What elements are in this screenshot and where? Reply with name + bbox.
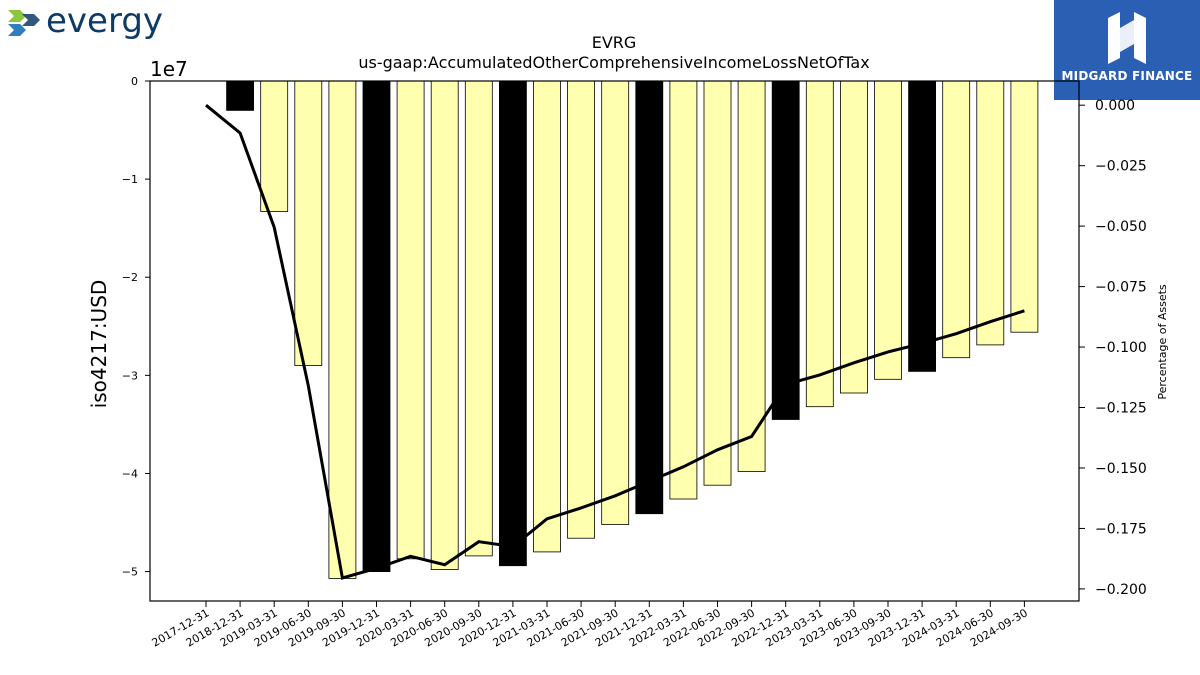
left-tick-label: −1 bbox=[122, 173, 138, 186]
left-tick-label: −4 bbox=[122, 467, 138, 480]
bar-2024-09-30 bbox=[1010, 80, 1039, 333]
bar-2021-06-30 bbox=[567, 80, 595, 539]
evergy-chevron-green-icon bbox=[8, 10, 26, 22]
bar-2022-09-30 bbox=[737, 80, 766, 472]
evergy-chevron-blue-icon bbox=[8, 24, 26, 36]
bar-2020-06-30 bbox=[430, 80, 459, 571]
bar-2024-03-31 bbox=[942, 80, 971, 359]
right-tick-label: −0.050 bbox=[1095, 219, 1147, 235]
y-scale-label: 1e7 bbox=[150, 57, 188, 81]
evergy-chevron-dark-icon bbox=[22, 14, 40, 26]
right-tick-label: −0.100 bbox=[1095, 340, 1147, 356]
percentage-of-assets-line bbox=[205, 104, 1025, 580]
left-tick-label: 0 bbox=[131, 75, 138, 88]
bar-series bbox=[226, 80, 1039, 579]
bar-2021-09-30 bbox=[601, 80, 630, 525]
bar-2019-12-31 bbox=[362, 80, 391, 573]
right-tick-label: −0.075 bbox=[1095, 280, 1147, 296]
right-tick-label: 0.000 bbox=[1095, 98, 1135, 114]
evergy-wordmark: evergy bbox=[46, 2, 163, 41]
right-tick-label: −0.025 bbox=[1095, 159, 1147, 175]
bar-2023-12-31 bbox=[908, 80, 936, 372]
bar-2021-03-31 bbox=[533, 80, 561, 553]
right-tick-label: −0.150 bbox=[1095, 461, 1147, 477]
bar-2018-12-31 bbox=[226, 80, 255, 111]
bar-2024-06-30 bbox=[976, 80, 1005, 346]
left-axis: 0 −1 −2 −3 −4 −5 bbox=[122, 75, 150, 579]
bar-2021-12-31 bbox=[635, 80, 664, 515]
right-tick-label: −0.200 bbox=[1095, 582, 1147, 598]
bar-2020-12-31 bbox=[498, 80, 527, 567]
bar-2022-12-31 bbox=[771, 80, 800, 420]
bar-2023-09-30 bbox=[874, 80, 902, 380]
bar-2020-03-31 bbox=[396, 80, 425, 560]
x-axis: 2017-12-312018-12-312019-03-312019-06-30… bbox=[150, 601, 1030, 650]
midgard-finance-logo: MIDGARD FINANCE bbox=[1054, 0, 1200, 100]
bar-2019-06-30 bbox=[294, 80, 323, 366]
right-tick-label: −0.125 bbox=[1095, 401, 1147, 417]
bar-2019-03-31 bbox=[260, 80, 289, 212]
chart-title: EVRG bbox=[592, 33, 637, 52]
right-axis: 0.000 −0.025 −0.050 −0.075 −0.100 −0.125 −0.15… bbox=[1079, 98, 1147, 598]
midgard-finance-wordmark: MIDGARD FINANCE bbox=[1061, 69, 1193, 83]
y-axis-label: iso4217:USD bbox=[87, 280, 111, 409]
left-tick-label: −2 bbox=[122, 271, 138, 284]
plot-frame bbox=[149, 80, 1080, 602]
chart-subtitle: us-gaap:AccumulatedOtherComprehensiveInc… bbox=[358, 53, 869, 72]
left-tick-label: −3 bbox=[122, 369, 138, 382]
bar-2023-06-30 bbox=[840, 80, 868, 394]
y2-axis-label: Percentage of Assets bbox=[1156, 284, 1169, 400]
right-tick-label: −0.175 bbox=[1095, 521, 1147, 537]
bar-2023-03-31 bbox=[805, 80, 834, 408]
midgard-emblem-icon bbox=[1108, 12, 1146, 64]
evergy-logo: evergy bbox=[8, 2, 163, 41]
bar-2020-09-30 bbox=[464, 80, 493, 557]
bar-2022-06-30 bbox=[703, 80, 732, 486]
bar-2019-09-30 bbox=[328, 80, 357, 579]
bar-2022-03-31 bbox=[669, 80, 698, 500]
left-tick-label: −5 bbox=[122, 566, 138, 579]
